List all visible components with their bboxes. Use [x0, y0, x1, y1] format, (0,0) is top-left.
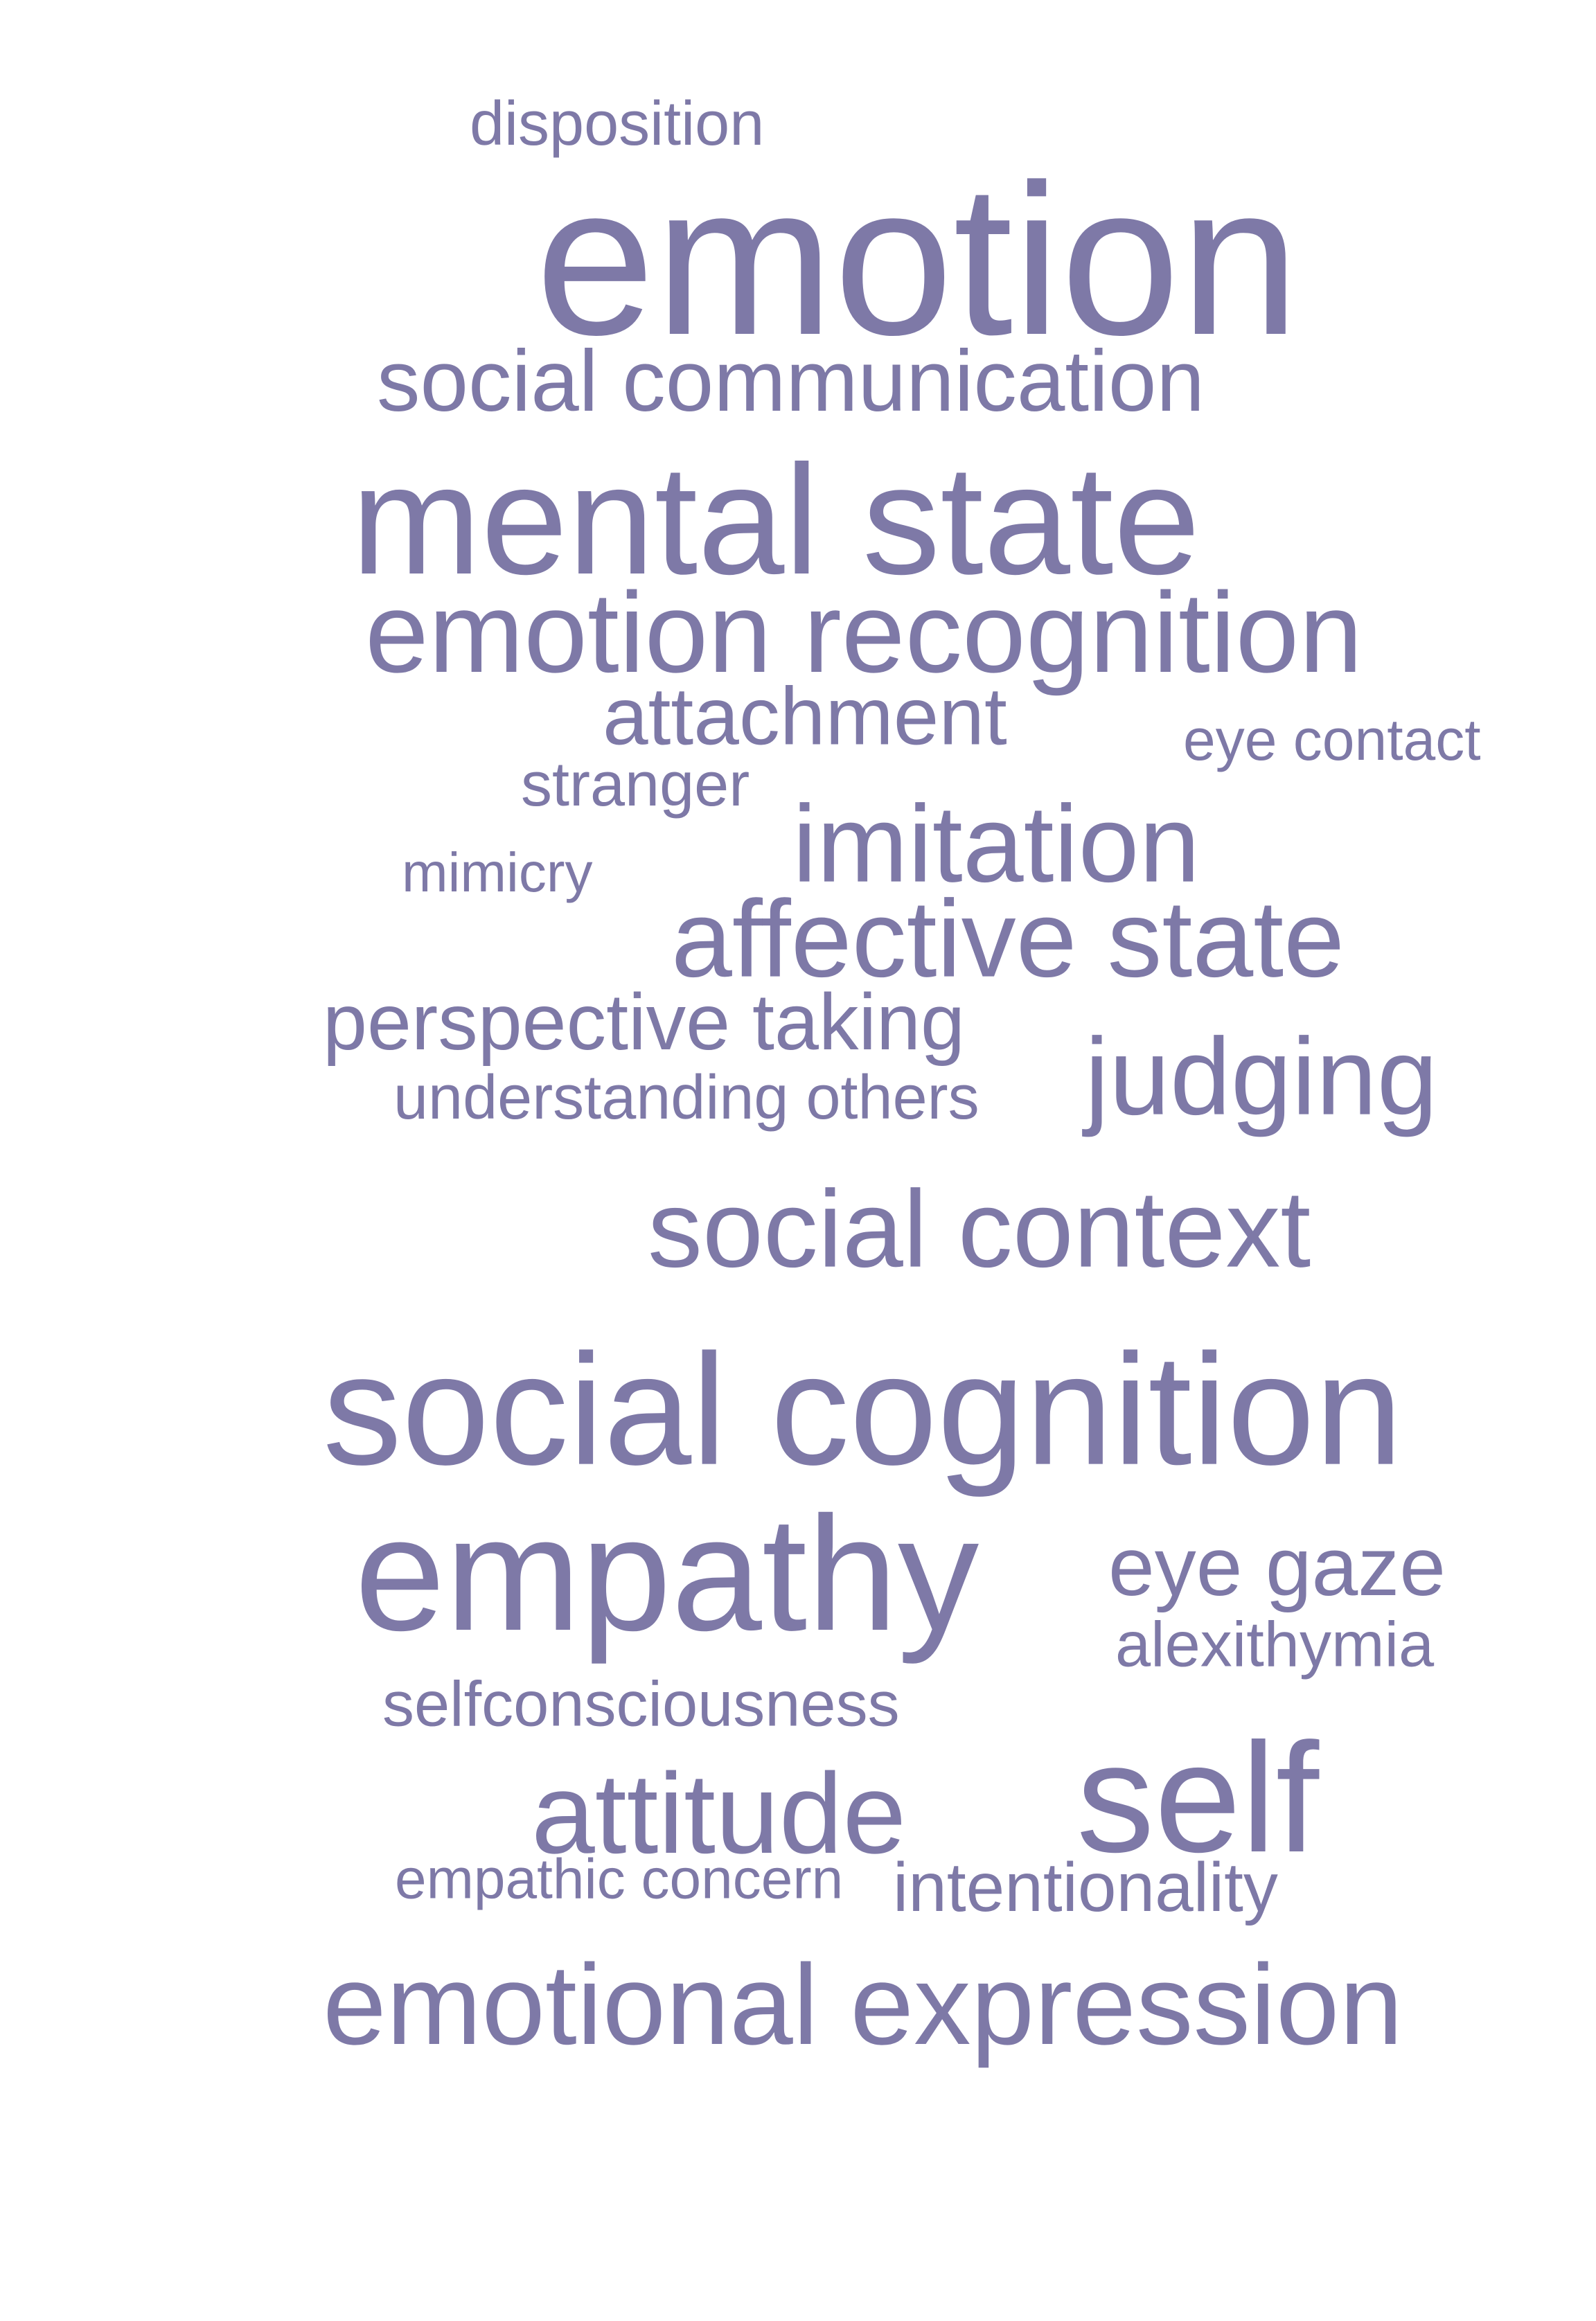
word-emotion-recognition: emotion recognition [365, 569, 1363, 696]
word-attachment: attachment [603, 670, 1007, 763]
word-eye-gaze: eye gaze [1108, 1520, 1446, 1613]
word-selfconsciousness: selfconsciousness [382, 1669, 900, 1740]
word-imitation: imitation [792, 783, 1200, 905]
word-judging: judging [1085, 1015, 1438, 1138]
word-emotional-expression: emotional expression [323, 1941, 1403, 2068]
word-intentionality: intentionality [893, 1849, 1278, 1926]
word-disposition: disposition [470, 89, 765, 159]
word-empathic-concern: empathic concern [395, 1847, 844, 1911]
word-attitude: attitude [531, 1750, 907, 1877]
word-social-communication: social communication [377, 333, 1205, 429]
word-empathy: empathy [355, 1482, 979, 1664]
word-social-context: social context [648, 1168, 1311, 1290]
word-self: self [1076, 1710, 1320, 1885]
word-eye-contact: eye contact [1183, 706, 1481, 772]
word-mimicry: mimicry [402, 842, 593, 903]
word-mental-state: mental state [351, 432, 1200, 607]
word-alexithymia: alexithymia [1115, 1609, 1435, 1680]
word-social-cognition: social cognition [323, 1322, 1403, 1498]
word-understanding-others: understanding others [393, 1063, 979, 1132]
word-emotion: emotion [535, 139, 1300, 380]
word-perspective-taking: perspective taking [323, 978, 965, 1067]
word-stranger: stranger [521, 750, 750, 819]
word-affective-state: affective state [671, 878, 1345, 1000]
